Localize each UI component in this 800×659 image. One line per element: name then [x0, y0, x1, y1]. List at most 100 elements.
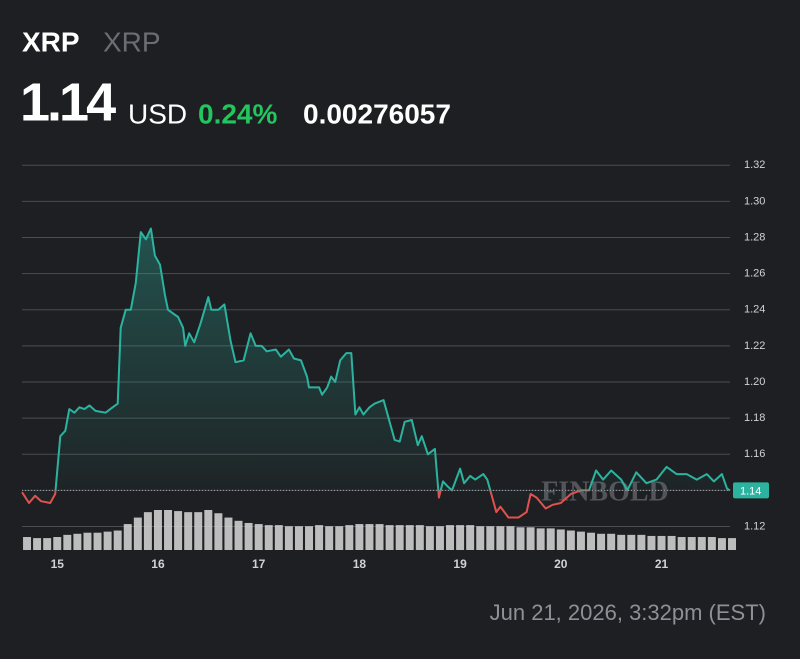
- volume-bar: [133, 517, 142, 550]
- volume-bar: [395, 525, 404, 550]
- area: [22, 228, 730, 518]
- volume-bar: [224, 517, 233, 550]
- volume-bar: [415, 525, 424, 550]
- volume-bar: [627, 534, 636, 550]
- btc-price: 0.00276057: [303, 98, 451, 129]
- volume-bar: [264, 525, 273, 550]
- volume-bar: [647, 535, 656, 550]
- volume-bar: [607, 533, 616, 550]
- volume-bar: [53, 537, 62, 550]
- y-tick-label: 1.28: [744, 231, 765, 243]
- volume-bar: [305, 526, 314, 550]
- volume-bar: [516, 527, 525, 550]
- volume-bar: [325, 526, 334, 550]
- price-line: [21, 227, 731, 519]
- volume-bar: [466, 525, 475, 550]
- volume-bar: [496, 526, 505, 550]
- volume-bar: [526, 527, 535, 550]
- volume-bar: [174, 511, 183, 550]
- volume-bar: [667, 535, 676, 550]
- volume-bar: [83, 532, 92, 550]
- volume-bar: [103, 531, 112, 550]
- y-tick-label: 1.16: [744, 448, 765, 460]
- volume-bar: [476, 526, 485, 550]
- x-tick-label: 18: [353, 557, 367, 571]
- volume-bar: [43, 538, 52, 550]
- volume-bar: [385, 525, 394, 550]
- volume-bar: [143, 512, 152, 550]
- y-tick-label: 1.32: [744, 159, 765, 171]
- volume-bar: [456, 525, 465, 550]
- volume-bar: [587, 532, 596, 550]
- volume-bar: [546, 528, 555, 550]
- volume-bar: [425, 526, 434, 550]
- price-tag: [733, 482, 769, 499]
- x-tick-label: 15: [51, 557, 65, 571]
- volume-bar: [536, 528, 545, 550]
- volume-bar: [677, 537, 686, 550]
- volume-bar: [113, 530, 122, 550]
- volume-bar: [617, 534, 626, 550]
- volume-bar: [345, 525, 354, 550]
- volume-bar: [556, 529, 565, 550]
- y-tick-label: 1.26: [744, 268, 765, 280]
- volume-bar: [435, 526, 444, 550]
- volume-bar: [294, 526, 303, 550]
- volume-bar: [486, 526, 495, 550]
- volume-bar: [164, 510, 173, 550]
- volume-bar: [194, 512, 203, 550]
- y-tick-label: 1.12: [744, 520, 765, 532]
- asset-name: XRP: [103, 26, 161, 57]
- volume-bar: [335, 526, 344, 550]
- volume-bar: [506, 526, 515, 550]
- volume-bar: [284, 526, 293, 550]
- volume-bar: [446, 525, 455, 550]
- volume-bar: [244, 522, 253, 550]
- timestamp: Jun 21, 2026, 3:32pm (EST): [490, 600, 766, 625]
- volume-bar: [153, 510, 162, 550]
- volume-bar: [204, 510, 213, 550]
- y-tick-label: 1.30: [744, 195, 765, 207]
- volume-bar: [254, 524, 263, 550]
- volume-bar: [123, 524, 132, 550]
- y-tick-label: 1.20: [744, 376, 765, 388]
- volume-bar: [315, 525, 324, 550]
- volume-bar: [728, 538, 737, 550]
- volume-bar: [637, 534, 646, 550]
- x-tick-label: 17: [252, 557, 266, 571]
- currency: USD: [128, 98, 187, 129]
- volume-bar: [697, 537, 706, 550]
- y-tick-label: 1.24: [744, 304, 765, 316]
- volume-bar: [234, 520, 243, 550]
- volume-bar: [405, 525, 414, 550]
- symbol: XRP: [22, 26, 80, 57]
- volume-bar: [576, 531, 585, 550]
- volume-bar: [687, 537, 696, 550]
- volume-bar: [274, 525, 283, 550]
- x-tick-label: 16: [151, 557, 165, 571]
- volume-bar: [566, 530, 575, 550]
- volume-bar: [214, 513, 223, 550]
- volume-bar: [717, 538, 726, 550]
- volume-bar: [597, 533, 606, 550]
- volume-bar: [23, 537, 32, 550]
- volume-bar: [33, 538, 42, 550]
- price-tag-label: 1.14: [740, 485, 761, 497]
- y-tick-label: 1.18: [744, 412, 765, 424]
- volume-bar: [365, 524, 374, 550]
- volume-bar: [355, 524, 364, 550]
- volume-bar: [375, 524, 384, 550]
- x-tick-label: 20: [554, 557, 568, 571]
- volume-bar: [73, 533, 82, 550]
- x-tick-label: 21: [655, 557, 669, 571]
- volume-bar: [707, 537, 716, 550]
- price: 1.14: [20, 72, 116, 132]
- y-tick-label: 1.22: [744, 340, 765, 352]
- volume-bar: [184, 512, 193, 550]
- volume-bar: [63, 534, 72, 550]
- volume-bar: [93, 532, 102, 550]
- change: 0.24%: [198, 98, 277, 129]
- x-tick-label: 19: [453, 557, 467, 571]
